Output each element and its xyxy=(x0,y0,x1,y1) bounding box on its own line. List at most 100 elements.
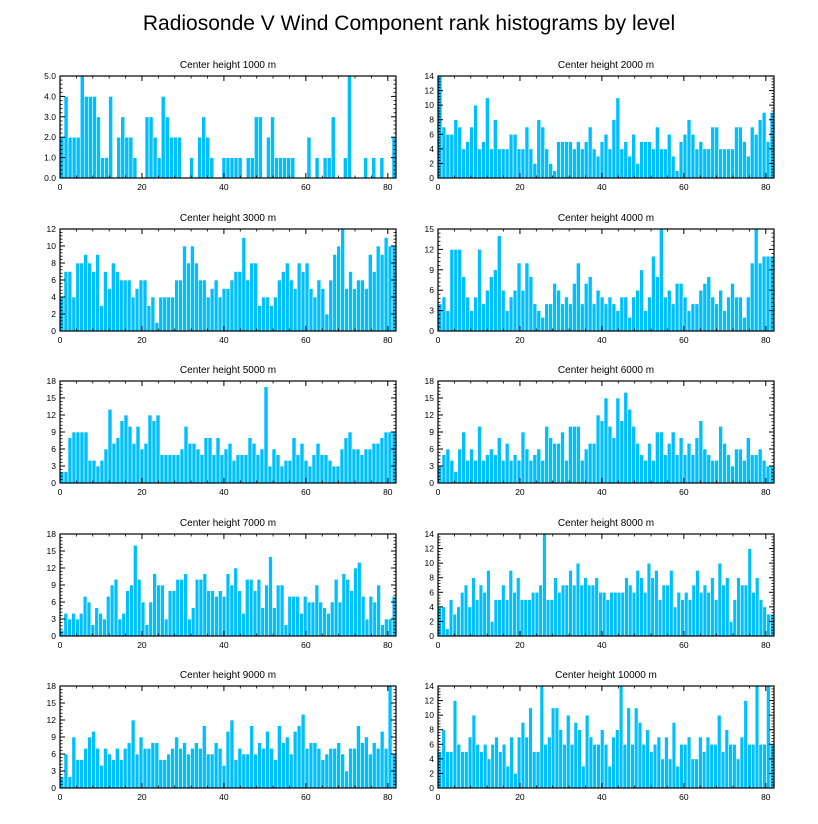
histogram-bar xyxy=(121,613,126,637)
histogram-bar xyxy=(631,426,636,484)
y-tick-label: 0 xyxy=(429,326,434,336)
histogram-bar xyxy=(493,119,498,179)
histogram-bar xyxy=(504,443,510,484)
histogram-bar xyxy=(620,591,625,637)
rank-histogram-panel: Center height 9000 m 0 3 6 9 12 15 18 0 20 40 60 80 xyxy=(47,670,397,802)
histogram-bar xyxy=(225,731,231,789)
histogram-bar xyxy=(679,743,684,789)
histogram-bar xyxy=(465,460,470,484)
histogram-bar xyxy=(202,573,208,637)
histogram-bar xyxy=(690,133,696,179)
histogram-bar xyxy=(320,288,326,332)
histogram-bar xyxy=(489,621,495,637)
histogram-bar xyxy=(469,448,474,484)
histogram-bar xyxy=(360,279,365,332)
histogram-bar xyxy=(508,296,514,332)
histogram-bar xyxy=(651,148,656,179)
histogram-bar xyxy=(501,743,507,789)
histogram-bar xyxy=(527,599,532,637)
histogram-bar xyxy=(674,283,680,332)
histogram-bar xyxy=(277,725,282,789)
histogram-bar xyxy=(273,759,278,789)
histogram-bar xyxy=(516,262,522,332)
histogram-bar xyxy=(100,157,105,179)
histogram-bar xyxy=(375,443,381,484)
histogram-bar xyxy=(134,288,140,332)
histogram-bar xyxy=(714,460,719,484)
histogram-bar xyxy=(513,773,518,789)
histogram-bar xyxy=(637,722,643,789)
histogram-bar xyxy=(508,570,513,637)
y-tick-label: 6 xyxy=(429,444,434,454)
histogram-bar xyxy=(623,296,629,332)
histogram-bar xyxy=(387,431,393,484)
histogram-bar xyxy=(254,116,259,179)
histogram-bar xyxy=(643,141,648,179)
x-tick-label: 20 xyxy=(515,335,525,345)
histogram-bar xyxy=(371,157,377,179)
y-tick-label: 0 xyxy=(429,631,434,641)
histogram-bar xyxy=(603,397,609,484)
x-tick-label: 80 xyxy=(383,640,393,650)
histogram-bar xyxy=(343,157,348,179)
histogram-bar xyxy=(749,262,755,332)
histogram-bar xyxy=(726,296,731,332)
histogram-bar xyxy=(734,296,739,332)
histogram-bar xyxy=(303,596,308,637)
rank-histogram-panel: Center height 8000 m 0 2 4 6 8 10 12 14 0 20 40 60 80 xyxy=(425,518,775,650)
histogram-bar xyxy=(328,279,334,332)
histogram-bar xyxy=(686,443,692,484)
histogram-bar xyxy=(477,148,482,179)
histogram-bar xyxy=(603,133,609,179)
histogram-bar xyxy=(690,758,696,789)
y-tick-label: 3.0 xyxy=(44,112,56,122)
histogram-bar xyxy=(603,743,609,789)
histogram-bar xyxy=(194,742,199,789)
histogram-bar xyxy=(277,279,282,332)
histogram-bar xyxy=(363,157,368,179)
histogram-bar xyxy=(757,119,763,179)
histogram-bar xyxy=(512,454,518,484)
histogram-bar xyxy=(186,262,191,332)
histogram-bar xyxy=(590,584,596,637)
histogram-bar xyxy=(534,591,540,637)
histogram-bar xyxy=(118,279,124,332)
histogram-bar xyxy=(261,296,266,332)
histogram-bar xyxy=(587,126,593,179)
histogram-bar xyxy=(751,743,756,789)
histogram-bar xyxy=(657,599,663,637)
histogram-bar xyxy=(282,157,287,179)
histogram-bar xyxy=(67,271,73,332)
histogram-bar xyxy=(485,454,490,484)
histogram-bar xyxy=(680,599,685,637)
histogram-bar xyxy=(316,279,322,332)
histogram-bar xyxy=(465,296,470,332)
histogram-bar xyxy=(496,148,502,179)
x-tick-label: 80 xyxy=(761,487,771,497)
histogram-bar xyxy=(698,420,704,484)
histogram-bar xyxy=(71,431,77,484)
histogram-bar xyxy=(83,748,88,789)
histogram-bar xyxy=(182,742,187,789)
histogram-bar xyxy=(482,591,487,637)
histogram-bar xyxy=(175,579,181,637)
histogram-bar xyxy=(125,590,130,637)
y-tick-label: 6 xyxy=(51,597,56,607)
histogram-bar xyxy=(557,591,562,637)
histogram-bar xyxy=(95,254,100,332)
histogram-bar xyxy=(445,751,450,789)
histogram-bar xyxy=(686,310,692,332)
histogram-bar xyxy=(655,431,660,484)
histogram-bar xyxy=(591,443,597,484)
histogram-bar xyxy=(520,289,526,332)
histogram-bar xyxy=(175,454,181,484)
histogram-bar xyxy=(753,133,759,179)
histogram-bar xyxy=(103,271,108,332)
histogram-bar xyxy=(332,254,338,332)
histogram-bar xyxy=(463,584,469,637)
histogram-bar xyxy=(465,141,470,179)
histogram-bar xyxy=(619,148,625,179)
histogram-bar xyxy=(730,283,735,332)
histogram-bar xyxy=(148,116,154,179)
histogram-bar xyxy=(659,148,664,179)
